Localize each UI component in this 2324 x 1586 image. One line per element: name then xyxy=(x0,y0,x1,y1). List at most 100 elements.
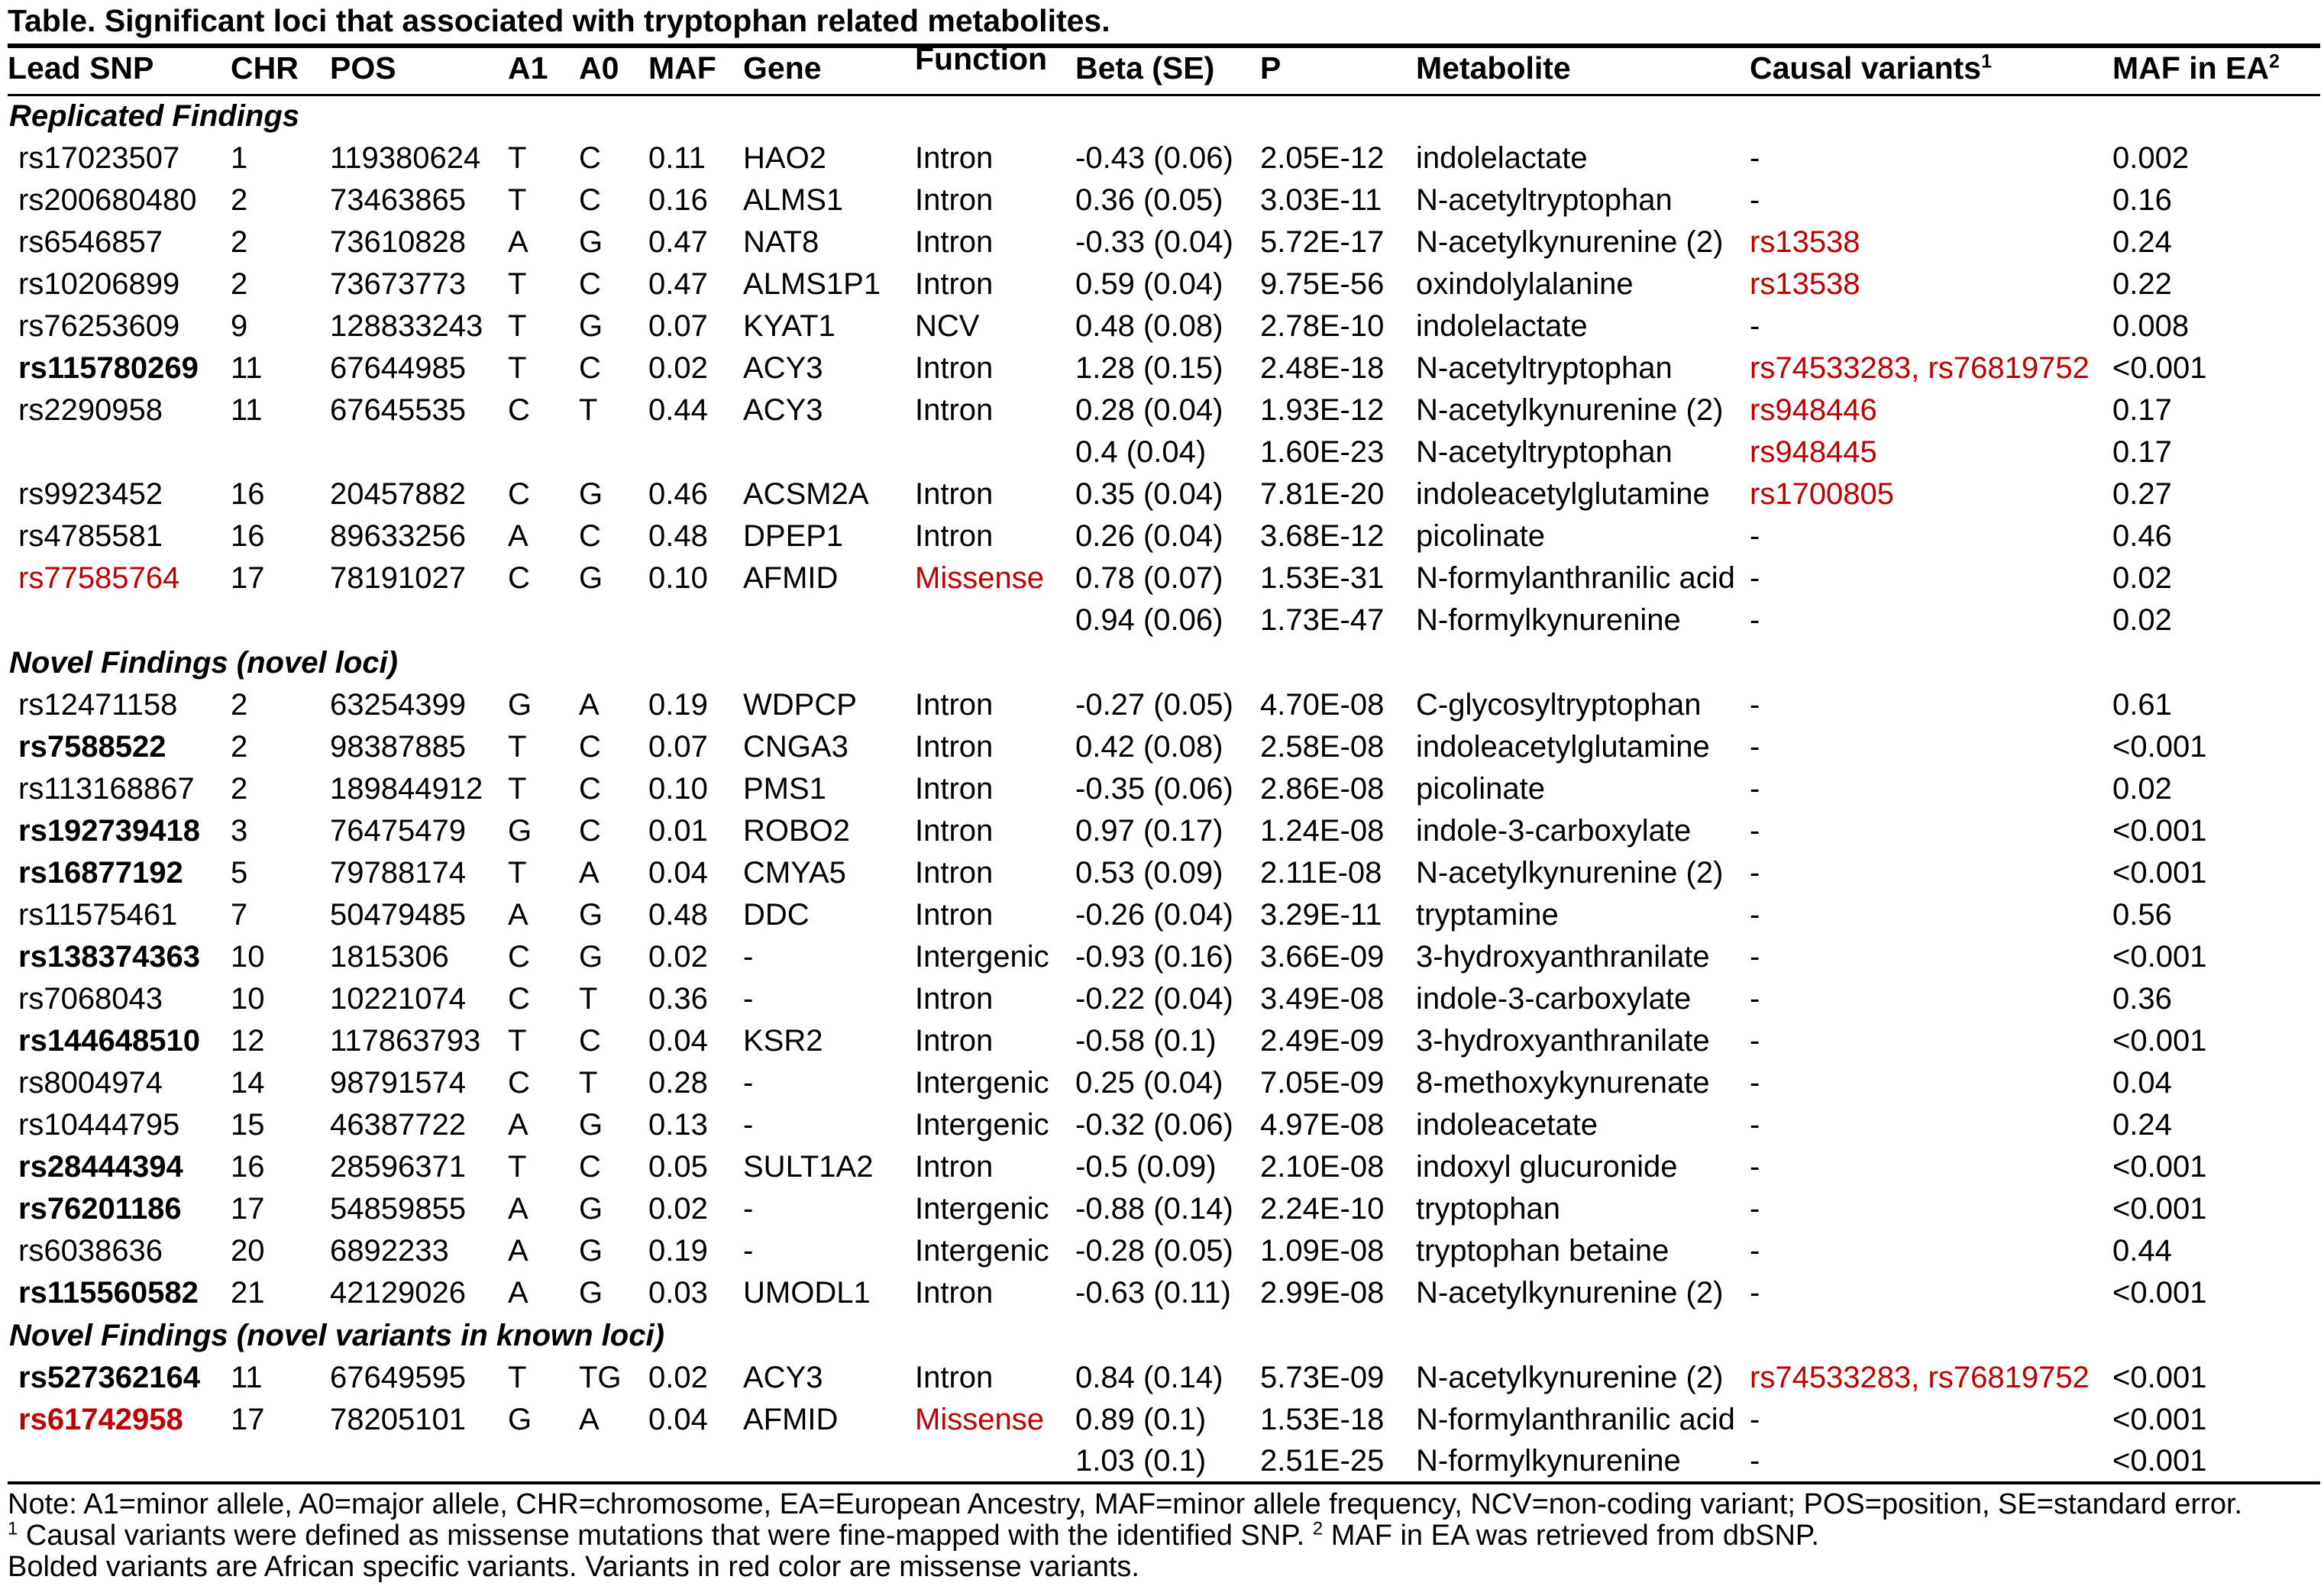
cell-value: Intron xyxy=(915,519,994,553)
cell-snp: rs76201186 xyxy=(8,1188,231,1230)
cell-p: 2.86E-08 xyxy=(1260,768,1416,810)
cell-value: 0.02 xyxy=(648,351,708,385)
cell-value: - xyxy=(743,1192,754,1226)
cell-value: Intron xyxy=(915,141,994,175)
cell-value: ACY3 xyxy=(743,351,823,385)
cell-value: N-formylkynurenine xyxy=(1416,1444,1681,1478)
cell-value: 119380624 xyxy=(330,141,481,175)
cell-value: 1 xyxy=(231,141,248,175)
cell-value: tryptamine xyxy=(1416,898,1559,932)
cell-value: A xyxy=(508,1234,528,1268)
cell-pos: 117863793 xyxy=(330,1020,508,1062)
column-header-fn: Function xyxy=(915,41,1075,96)
cell-value: 9 xyxy=(231,309,248,343)
cell-value: T xyxy=(508,351,527,385)
cell-value: 0.17 xyxy=(2112,393,2172,427)
cell-value: N-acetylkynurenine (2) xyxy=(1416,225,1724,259)
cell-chr: 11 xyxy=(231,389,330,431)
cell-value: Intron xyxy=(915,772,994,806)
cell-value: 0.02 xyxy=(2112,561,2172,595)
cell-value: 67649595 xyxy=(330,1361,466,1394)
cell-value: Missense xyxy=(915,561,1044,595)
cell-fn: Intron xyxy=(915,978,1075,1020)
cell-value: Intergenic xyxy=(915,1192,1049,1226)
cell-value: 0.07 xyxy=(648,309,708,343)
cell-gene: ROBO2 xyxy=(743,810,915,852)
cell-mafea: 0.16 xyxy=(2112,179,2320,221)
cell-chr xyxy=(231,431,330,473)
cell-value: C xyxy=(579,351,601,385)
column-header-label: MAF in EA xyxy=(2112,50,2269,86)
cell-value: 0.26 (0.04) xyxy=(1075,519,1223,553)
column-header-label: A1 xyxy=(508,50,548,86)
cell-pos: 20457882 xyxy=(330,473,508,515)
cell-value: 7.05E-09 xyxy=(1260,1066,1385,1100)
cell-value: 0.03 xyxy=(648,1276,708,1310)
table-row: rs115780269 11 67644985 T C 0.02 ACY3 Intron 1.2… xyxy=(8,347,2320,389)
note-line: 1 Causal variants were defined as missen… xyxy=(8,1520,2324,1552)
cell-snp: rs138374363 xyxy=(8,936,231,978)
cell-fn: Intergenic xyxy=(915,1230,1075,1272)
cell-fn: Intron xyxy=(915,137,1075,179)
cell-value: 73673773 xyxy=(330,267,466,301)
section-header-label: Novel Findings (novel loci) xyxy=(9,645,398,680)
cell-fn xyxy=(915,599,1075,641)
cell-pos: 67649595 xyxy=(330,1357,508,1399)
cell-value: - xyxy=(1750,1276,1760,1310)
cell-value: -0.5 (0.09) xyxy=(1075,1150,1217,1184)
cell-value: 3-hydroxyanthranilate xyxy=(1416,940,1710,974)
cell-fn: Intron xyxy=(915,810,1075,852)
cell-gene: CMYA5 xyxy=(743,852,915,894)
cell-value: 3-hydroxyanthranilate xyxy=(1416,1024,1710,1058)
cell-causal: - xyxy=(1750,810,2112,852)
cell-value: <0.001 xyxy=(2112,856,2207,890)
cell-value: 0.17 xyxy=(2112,435,2172,469)
cell-value: rs1700805 xyxy=(1750,477,1895,511)
cell-value: 2.24E-10 xyxy=(1260,1192,1385,1226)
cell-causal: - xyxy=(1750,1441,2112,1483)
table-row: rs527362164 11 67649595 T TG 0.02 ACY3 Intron 0.… xyxy=(8,1357,2320,1399)
cell-value: -0.93 (0.16) xyxy=(1075,940,1233,974)
cell-value: 9.75E-56 xyxy=(1260,267,1385,301)
cell-value: A xyxy=(508,898,528,932)
cell-fn: Intron xyxy=(915,1272,1075,1314)
cell-value: 2.49E-09 xyxy=(1260,1024,1385,1058)
cell-causal: - xyxy=(1750,852,2112,894)
cell-value: 0.42 (0.08) xyxy=(1075,730,1223,764)
cell-value: -0.32 (0.06) xyxy=(1075,1108,1233,1142)
cell-causal: - xyxy=(1750,894,2112,936)
cell-chr: 10 xyxy=(231,936,330,978)
cell-gene: AFMID xyxy=(743,557,915,599)
cell-value: Intron xyxy=(915,688,994,722)
cell-value: - xyxy=(1750,982,1760,1016)
cell-value: rs13538 xyxy=(1750,225,1860,259)
cell-chr: 2 xyxy=(231,684,330,726)
cell-value: 0.36 xyxy=(648,982,708,1016)
cell-p: 1.60E-23 xyxy=(1260,431,1416,473)
cell-value: C xyxy=(508,940,530,974)
cell-value: G xyxy=(579,1276,603,1310)
cell-value: indoleacetate xyxy=(1416,1108,1598,1142)
cell-value: -0.26 (0.04) xyxy=(1075,898,1233,932)
cell-gene: PMS1 xyxy=(743,768,915,810)
cell-mafea: 0.02 xyxy=(2112,768,2320,810)
section-header-row: Novel Findings (novel loci) xyxy=(8,641,2320,684)
cell-value: 3.49E-08 xyxy=(1260,982,1385,1016)
cell-value: 1.60E-23 xyxy=(1260,435,1385,469)
cell-chr: 11 xyxy=(231,347,330,389)
cell-value: 189844912 xyxy=(330,772,483,806)
cell-value: <0.001 xyxy=(2112,1276,2207,1310)
cell-pos: 54859855 xyxy=(330,1188,508,1230)
cell-gene xyxy=(743,599,915,641)
cell-value: CMYA5 xyxy=(743,856,846,890)
cell-value: ACY3 xyxy=(743,1361,823,1394)
cell-a0: A xyxy=(579,1399,648,1441)
cell-snp: rs144648510 xyxy=(8,1020,231,1062)
cell-value: 0.46 xyxy=(648,477,708,511)
cell-pos: 50479485 xyxy=(330,894,508,936)
cell-chr: 17 xyxy=(231,1399,330,1441)
cell-met: 3-hydroxyanthranilate xyxy=(1416,936,1750,978)
cell-value: rs76253609 xyxy=(18,309,180,343)
cell-value: Intron xyxy=(915,1150,994,1184)
cell-value: G xyxy=(579,1108,603,1142)
